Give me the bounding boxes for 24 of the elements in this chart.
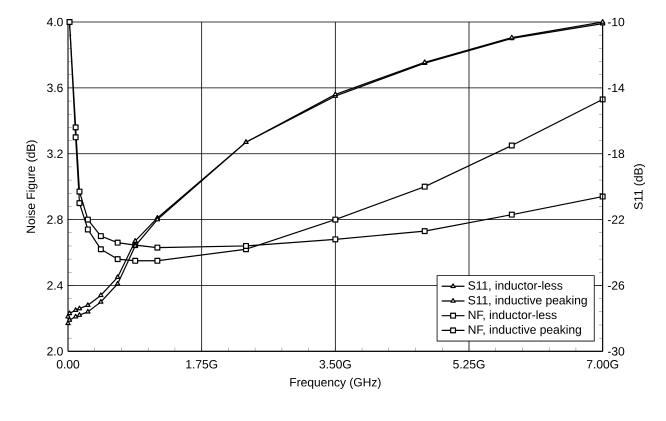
y2-tick-label: -26: [608, 281, 624, 290]
x-tick-label: 5.25G: [453, 360, 484, 368]
y-axis-title: Noise Figure (dB): [26, 140, 38, 233]
legend-label: NF, inductive peaking: [468, 324, 581, 336]
y2-tick-label: -14: [608, 84, 624, 92]
legend-label: S11, inductive peaking: [468, 295, 587, 307]
y-tick-label: 3.2: [47, 149, 63, 158]
y2-tick-label: -18: [608, 149, 624, 158]
y-tick-label: 3.6: [47, 83, 63, 92]
y-tick-label: 2.8: [47, 215, 63, 224]
y2-tick-label: -10: [608, 18, 624, 26]
y2-axis-title: S11 (dB): [634, 164, 646, 210]
y2-tick-label: -30: [608, 346, 624, 356]
y-tick-label: 2.0: [47, 346, 63, 356]
x-tick-label: 0.00: [56, 360, 80, 368]
x-tick-label: 3.50G: [319, 360, 351, 368]
y2-tick-label: -22: [608, 215, 624, 224]
y-tick-label: 2.4: [47, 281, 63, 290]
legend-label: NF, inductor-less: [468, 310, 557, 320]
x-tick-label: 1.75G: [186, 360, 218, 368]
y-tick-label: 4.0: [46, 18, 63, 26]
x-tick-label: 7.00G: [586, 360, 618, 368]
legend-label: S11, inductor-less: [468, 280, 562, 291]
x-axis-title: Frequency (GHz): [290, 378, 381, 389]
